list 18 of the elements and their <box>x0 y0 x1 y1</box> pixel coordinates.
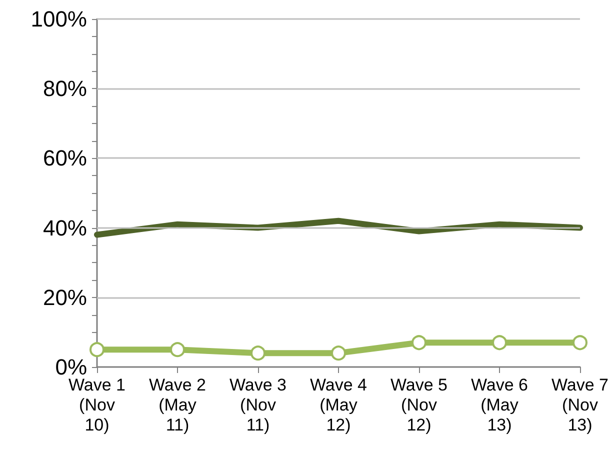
y-tick-label: 60% <box>42 146 87 171</box>
point <box>572 335 588 350</box>
y-tick-label: 100% <box>30 6 87 32</box>
x-tick-label: Wave 6 (May 13) <box>470 376 528 434</box>
point <box>412 335 426 350</box>
point <box>250 346 266 361</box>
y-tick-label: 80% <box>42 76 87 102</box>
x-tick-label: Wave 5 (Nov 12) <box>390 376 448 434</box>
point <box>90 342 104 358</box>
x-tick-label: Wave 2 (May 11) <box>148 376 206 434</box>
x-tick-label: Wave 7 (Nov 13) <box>551 376 609 434</box>
x-tick-label: Wave 3 (Nov 11) <box>229 376 287 434</box>
x-tick-label: Wave 4 (May 12) <box>310 376 368 434</box>
point <box>170 342 185 358</box>
point <box>331 346 346 361</box>
y-tick-label: 40% <box>42 215 87 240</box>
y-tick-label: 20% <box>42 284 87 310</box>
point <box>492 335 507 350</box>
